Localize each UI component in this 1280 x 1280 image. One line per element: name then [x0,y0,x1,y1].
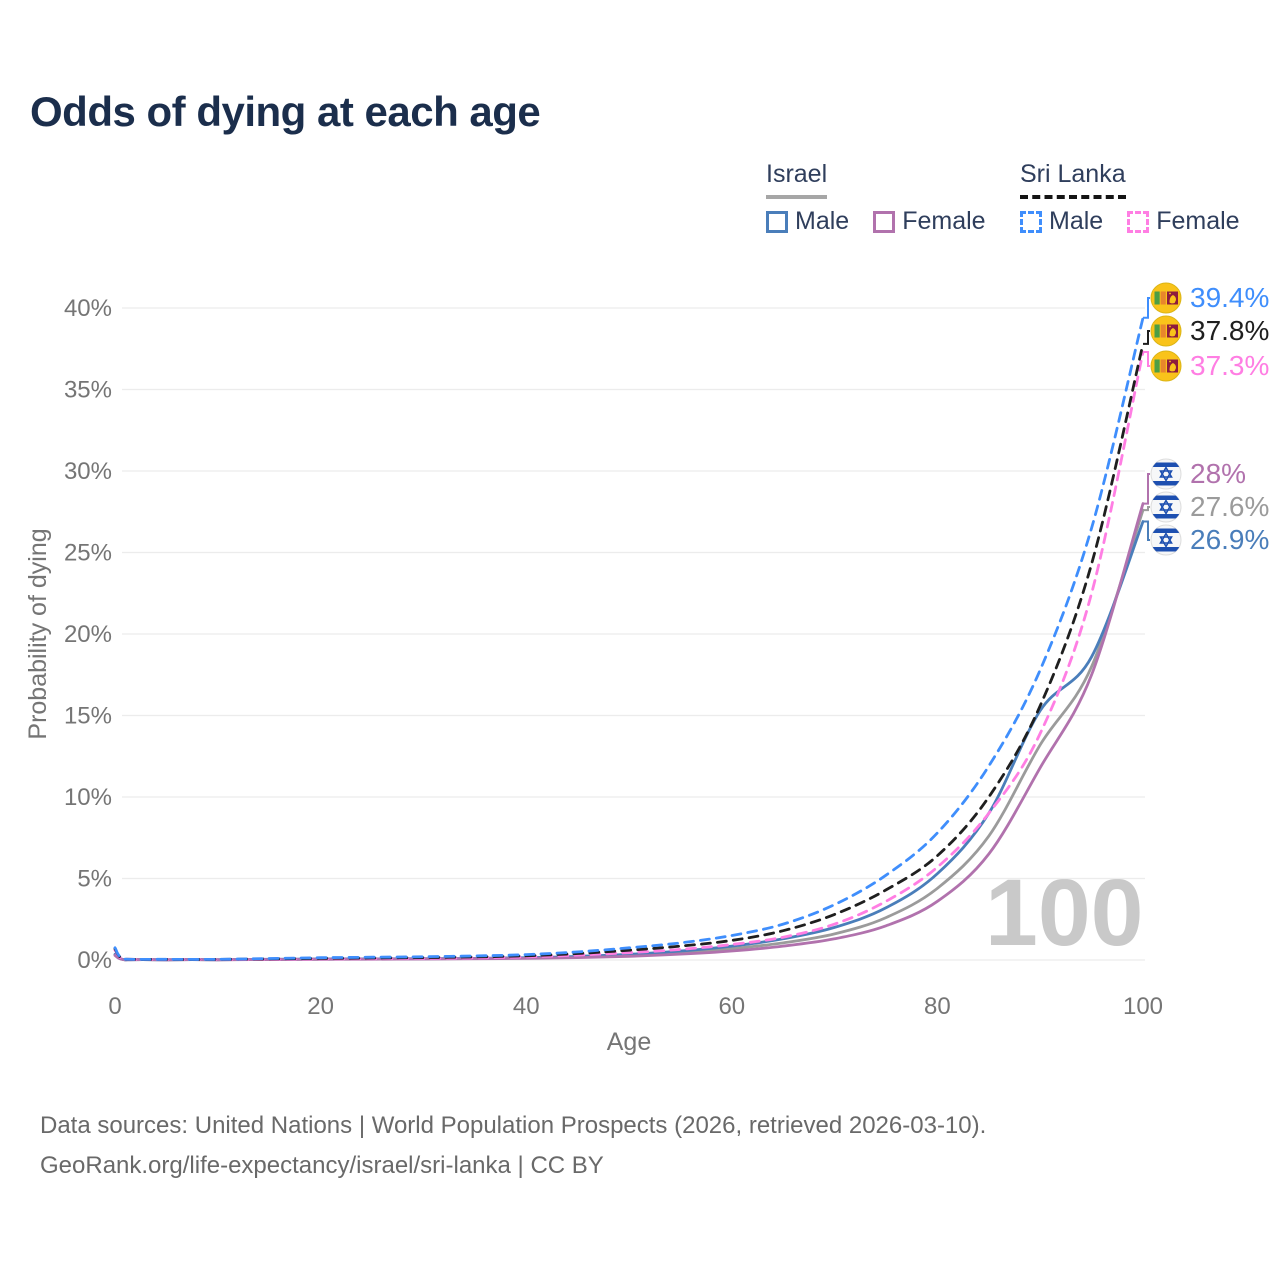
end-value-label: 26.9% [1190,524,1270,555]
x-tick-label: 80 [924,993,951,1020]
legend-label: Male [1049,207,1104,235]
x-tick-label: 100 [1123,993,1163,1020]
x-tick-label: 60 [718,993,745,1020]
axis-labels: 0% 5% 10% 15% 20% 25% 30% 35% 40% 0 20 40 60 80 100 Pro… [24,295,1163,1056]
label-connector [1143,473,1150,505]
legend-item-sri-lanka-female[interactable]: Female [1127,207,1240,236]
end-value-label: 37.8% [1190,315,1270,346]
legend-group-sri-lanka: Sri Lanka Male Female [1020,160,1240,236]
data-sources-line: Data sources: United Nations | World Pop… [40,1112,987,1139]
end-label-row-israel-both[interactable]: 27.6% [1150,490,1269,524]
israel-male-swatch-icon [766,210,788,233]
y-tick-label: 5% [77,866,112,893]
sri-lanka-male-swatch-icon [1020,210,1042,233]
data-series [113,316,1145,962]
end-label-row-sri-lanka-female[interactable]: 37.3% [1150,349,1269,383]
sri-lanka-female-swatch-icon [1127,210,1150,233]
legend-item-sri-lanka-male[interactable]: Male [1020,207,1103,236]
y-tick-label: 30% [64,458,112,485]
israel-flag-icon [1150,491,1182,523]
series-line-israel-female [113,502,1145,962]
end-value-label: 39.4% [1190,282,1270,313]
sri-lanka-flag-icon [1150,315,1182,347]
legend-country-sri-lanka[interactable]: Sri Lanka [1020,160,1126,199]
legend: Israel Male Female Sri Lanka Male [0,160,1280,250]
end-label-row-sri-lanka-male[interactable]: 39.4% [1150,281,1269,315]
end-label-row-sri-lanka-both[interactable]: 37.8% [1150,314,1269,348]
sri-lanka-flag-icon [1150,350,1182,382]
label-connector [1143,520,1150,541]
label-connector [1143,330,1150,345]
x-tick-label: 40 [513,993,540,1020]
y-tick-label: 20% [64,621,112,648]
y-tick-label: 40% [64,295,112,322]
legend-label: Female [902,207,986,235]
legend-item-israel-male[interactable]: Male [766,207,849,236]
sri-lanka-flag-icon [1150,282,1182,314]
x-tick-label: 0 [108,993,121,1020]
y-tick-label: 15% [64,703,112,730]
legend-group-israel: Israel Male Female [766,160,986,236]
label-connector [1143,506,1150,512]
legend-item-israel-female[interactable]: Female [873,207,986,236]
label-connector [1143,351,1150,367]
series-line-sri-lanka-both-sexes [113,342,1145,961]
series-line-israel-male [113,520,1145,962]
legend-label: Male [795,207,850,235]
series-line-sri-lanka-female [113,350,1145,961]
gridlines [122,307,1145,961]
end-label-row-israel-male[interactable]: 26.9% [1150,523,1269,557]
y-tick-label: 25% [64,540,112,567]
attribution-line[interactable]: GeoRank.org/life-expectancy/israel/sri-l… [40,1152,604,1179]
page-title: Odds of dying at each age [30,88,541,135]
label-connectors [1143,297,1150,541]
y-tick-label: 35% [64,377,112,404]
series-line-sri-lanka-male [113,316,1145,961]
end-value-label: 28% [1190,458,1247,489]
legend-country-israel[interactable]: Israel [766,160,828,199]
x-tick-label: 20 [307,993,334,1020]
end-value-label: 37.3% [1190,350,1270,381]
label-connector [1143,297,1150,319]
hovered-age-watermark: 100 [985,860,1144,966]
y-tick-label: 0% [77,947,112,974]
israel-flag-icon [1150,458,1182,490]
israel-flag-icon [1150,524,1182,556]
y-tick-label: 10% [64,784,112,811]
israel-female-swatch-icon [873,210,896,233]
y-axis-title: Probability of dying [24,528,52,739]
legend-label: Female [1156,207,1240,235]
footer: Data sources: United Nations | World Pop… [40,1106,986,1186]
end-label-row-israel-female[interactable]: 28% [1150,457,1246,491]
x-axis-title: Age [607,1028,651,1056]
series-line-israel-both-sexes [113,508,1145,962]
end-value-label: 27.6% [1190,491,1270,522]
